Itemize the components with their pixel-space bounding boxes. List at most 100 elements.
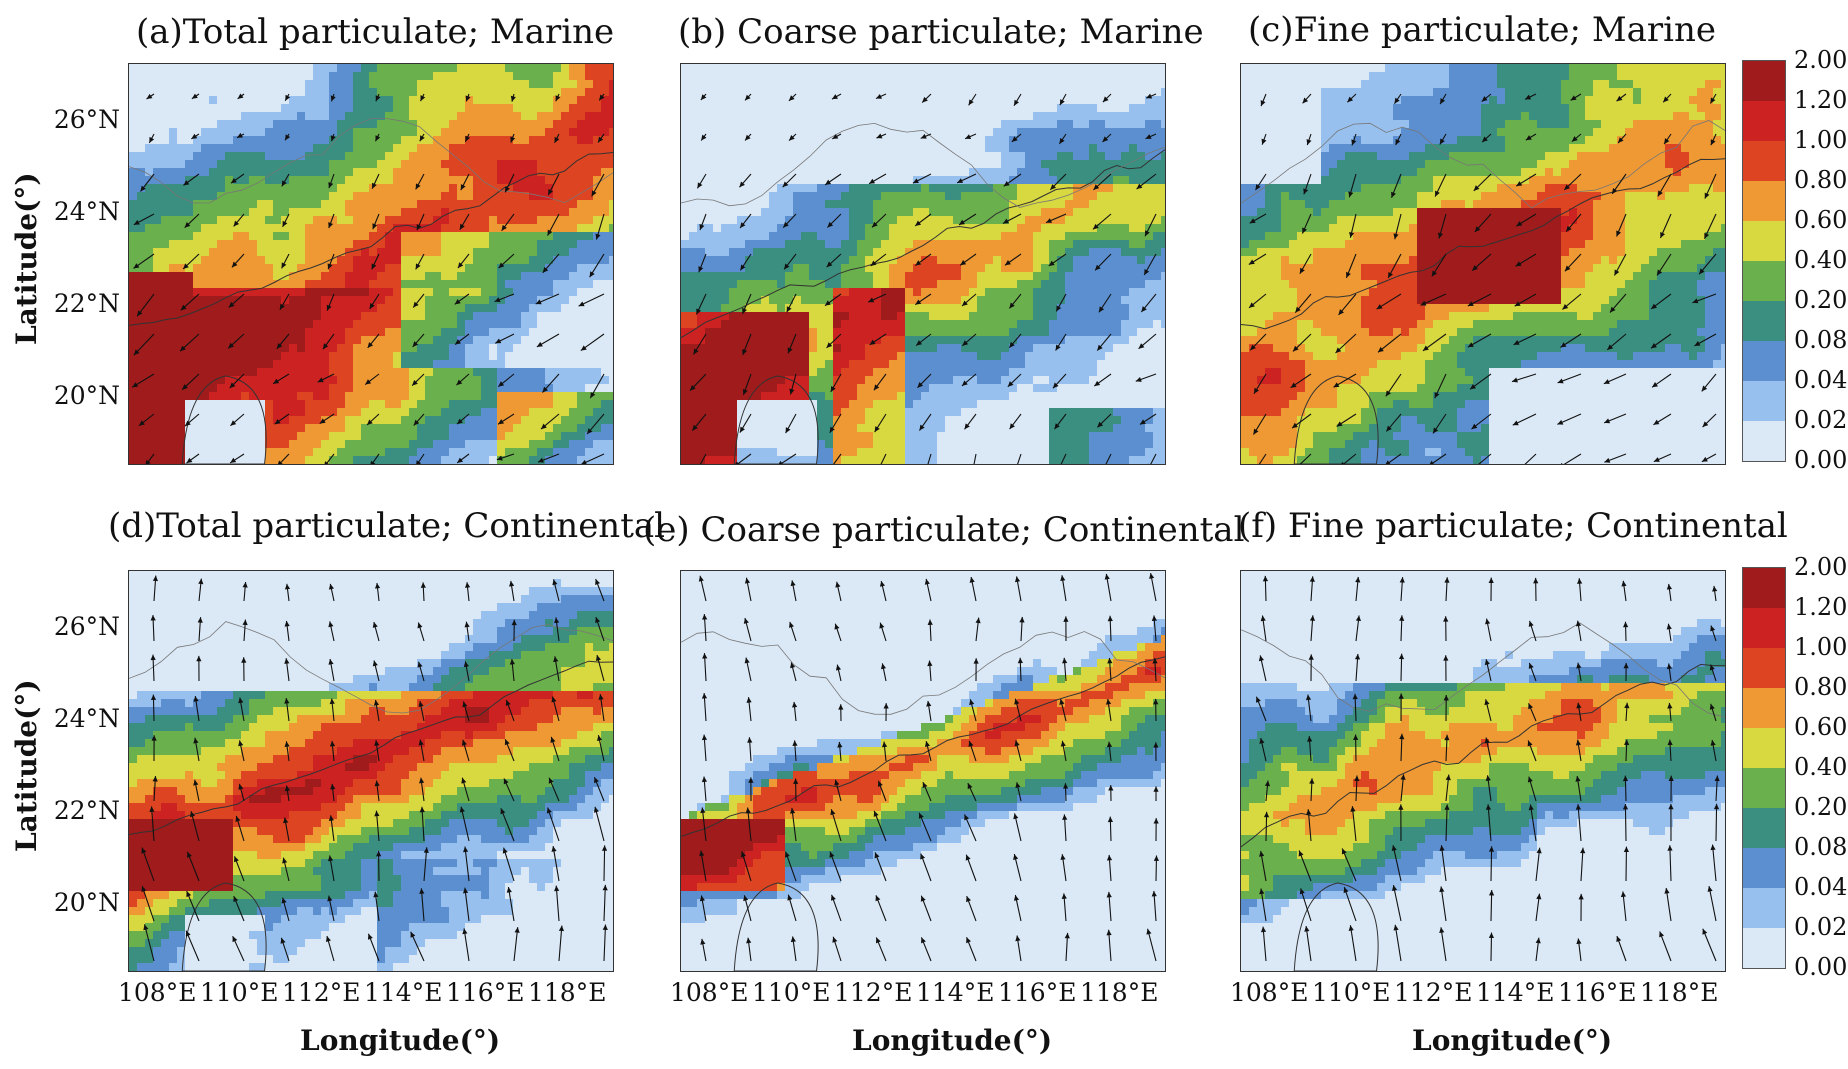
wind-vector-head: [701, 776, 708, 783]
colorbar-label: 2.00: [1794, 46, 1848, 74]
wind-vector: [141, 885, 155, 922]
colorbar-segment: [1743, 808, 1785, 848]
wind-vector: [1529, 804, 1537, 842]
wind-vector-head: [969, 699, 975, 706]
latitude-axis-title: Latitude(°): [10, 172, 43, 345]
wind-vector-head: [1347, 96, 1354, 103]
wind-vector-head: [457, 457, 464, 463]
wind-vector-head: [1485, 804, 1492, 810]
wind-vector-head: [413, 301, 419, 308]
wind-vector-head: [495, 338, 502, 344]
wind-vector: [1394, 924, 1402, 962]
wind-vector-head: [701, 693, 708, 699]
wind-vector: [464, 846, 470, 882]
wind-vector-head: [876, 93, 883, 99]
map-panel-b: [680, 63, 1166, 465]
wind-vector-head: [367, 419, 373, 426]
wind-vector-head: [1264, 780, 1271, 787]
concentration-field-b: [681, 64, 1165, 464]
wind-vector-head: [966, 896, 971, 903]
wind-vector: [594, 806, 605, 842]
wind-vector-head: [1651, 303, 1657, 309]
wind-vector-head: [1341, 848, 1347, 855]
wind-vector-head: [1704, 192, 1710, 199]
panel-title-e: (e) Coarse particulate; Continental: [643, 510, 1245, 550]
wind-vector-head: [1060, 575, 1066, 582]
wind-vector: [547, 807, 560, 842]
wind-vector-head: [186, 891, 192, 898]
wind-vector: [278, 453, 290, 464]
wind-vector-head: [1604, 457, 1611, 463]
wind-vector-head: [1398, 653, 1405, 660]
wind-vector: [558, 925, 563, 962]
wind-vector-head: [1435, 190, 1440, 197]
wind-vector-head: [790, 662, 796, 669]
wind-vector-head: [502, 847, 508, 854]
wind-vector-head: [1145, 134, 1152, 139]
wind-vector-head: [743, 895, 749, 902]
wind-vector-head: [1621, 580, 1627, 587]
wind-vector-head: [1667, 845, 1673, 851]
wind-vector-head: [968, 99, 974, 106]
wind-vector-head: [230, 457, 237, 463]
wind-vector-head: [1702, 421, 1709, 428]
wind-vector-head: [548, 777, 554, 784]
wind-vector-head: [746, 937, 752, 944]
wind-vector-head: [1309, 778, 1315, 784]
wind-vector-head: [602, 924, 608, 930]
wind-vector-head: [555, 95, 561, 102]
wind-vector-head: [1105, 698, 1112, 705]
wind-vector-head: [1060, 740, 1066, 747]
wind-vector-head: [964, 814, 970, 821]
colorbar-segment: [1743, 141, 1785, 181]
wind-vector-head: [228, 301, 235, 308]
wind-vector-head: [238, 697, 244, 704]
wind-vector-head: [740, 851, 746, 858]
wind-vector-head: [869, 178, 876, 184]
wind-vector-head: [1149, 573, 1155, 579]
map-panel-a: [128, 63, 614, 465]
wind-vector-head: [183, 180, 190, 186]
wind-vector-head: [1616, 95, 1623, 102]
wind-vector-head: [1250, 344, 1256, 351]
wind-vector-head: [1713, 803, 1720, 810]
wind-vector-head: [830, 386, 836, 392]
wind-vector-head: [830, 809, 836, 816]
wind-vector-head: [785, 427, 791, 434]
wind-vector-head: [180, 345, 186, 352]
wind-vector-head: [281, 180, 287, 187]
wind-vector-head: [580, 345, 587, 351]
wind-vector-head: [915, 220, 922, 226]
wind-vector-head: [1623, 662, 1629, 669]
wind-vector-head: [455, 339, 461, 345]
wind-vector-head: [1290, 382, 1297, 388]
latitude-tick-label: 20°N: [53, 888, 120, 917]
colorbar-label: 1.20: [1794, 593, 1848, 621]
wind-vector-head: [1576, 702, 1582, 709]
wind-vector-head: [1664, 138, 1670, 145]
wind-vector-head: [1263, 811, 1270, 818]
wind-vector-head: [1576, 938, 1582, 945]
wind-vector-head: [498, 262, 505, 269]
wind-vector-head: [826, 261, 833, 268]
wind-vector-head: [916, 340, 923, 346]
wind-vector-head: [1707, 886, 1713, 892]
wind-vector-head: [1444, 804, 1450, 810]
wind-vector-head: [273, 378, 280, 384]
wind-vector-head: [1292, 422, 1298, 429]
colorbar-label: 0.00: [1794, 953, 1848, 981]
wind-vector: [1260, 888, 1267, 922]
wind-vector-head: [1439, 886, 1445, 893]
wind-vector: [1351, 806, 1357, 842]
wind-vector-head: [1014, 740, 1020, 747]
wind-vector-head: [238, 783, 244, 790]
province-border: [129, 621, 613, 714]
wind-vector-head: [702, 653, 708, 659]
wind-vector-head: [546, 807, 552, 814]
province-border: [681, 122, 1165, 208]
wind-vector-head: [1578, 893, 1584, 900]
wind-vector: [460, 806, 470, 842]
wind-vector-head: [277, 460, 283, 464]
wind-vector-head: [1445, 774, 1451, 781]
wind-vector: [500, 808, 515, 842]
